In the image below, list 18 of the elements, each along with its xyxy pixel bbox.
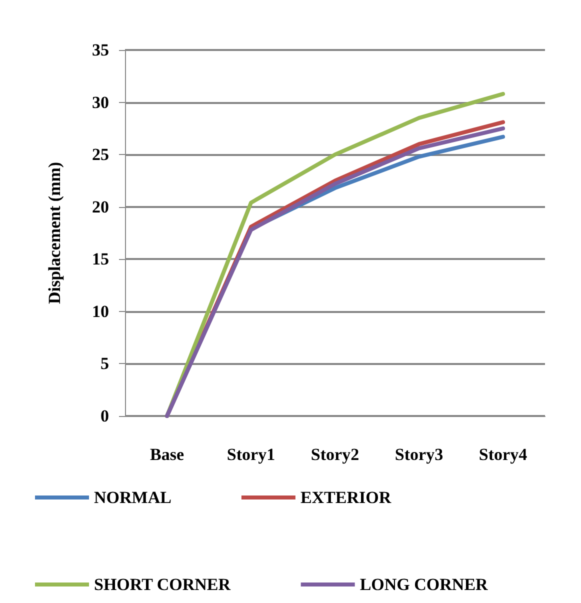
y-tick-label: 0: [100, 406, 109, 426]
x-tick-label: Story4: [478, 445, 528, 464]
x-tick-label: Story2: [310, 445, 360, 464]
x-tick-label: Story1: [226, 445, 276, 464]
y-tick-label: 35: [92, 40, 109, 60]
y-axis-title: Displacement (mm): [45, 162, 64, 304]
legend-label: EXTERIOR: [300, 488, 392, 507]
y-tick-label: 15: [92, 250, 109, 269]
legend-label: LONG CORNER: [360, 575, 489, 594]
y-tick-label: 25: [92, 145, 109, 164]
x-tick-label: Story3: [394, 445, 444, 464]
y-tick-label: 20: [92, 197, 109, 216]
legend-label: NORMAL: [94, 488, 172, 507]
y-tick-label: 5: [100, 354, 109, 374]
x-tick-label: Base: [150, 445, 184, 464]
y-tick-label: 30: [92, 92, 109, 112]
legend-label: SHORT CORNER: [94, 575, 232, 594]
y-tick-label: 10: [92, 302, 109, 321]
